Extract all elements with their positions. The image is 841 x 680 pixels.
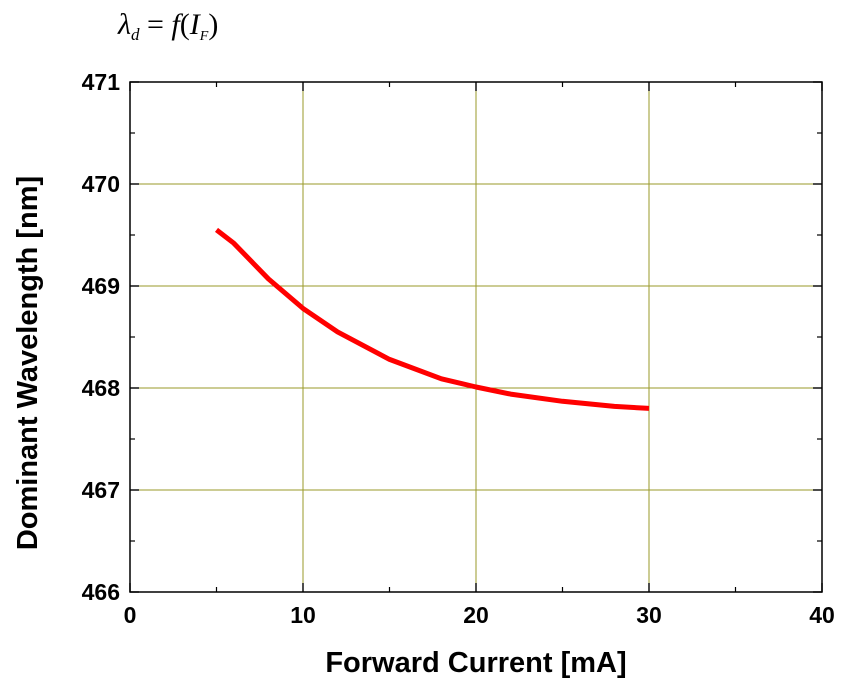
plot-frame [129, 81, 823, 593]
formula-lambda-sub: d [131, 25, 140, 44]
formula: λd = f(IF) [118, 8, 218, 45]
y-tick-label-470: 470 [82, 171, 120, 197]
formula-rparen: ) [208, 8, 219, 41]
x-tick-label-10: 10 [290, 602, 316, 628]
series-group [214, 227, 650, 411]
y-axis-label: Dominant Wavelength [nm] [12, 176, 44, 550]
grid [130, 82, 822, 592]
x-axis-label: Forward Current [mA] [325, 647, 626, 679]
formula-equals: = [147, 8, 164, 41]
x-tick-label-40: 40 [809, 602, 835, 628]
x-tick-label-0: 0 [124, 602, 137, 628]
series-line-0 [214, 227, 650, 411]
y-tick-label-467: 467 [82, 477, 120, 503]
x-tick-label-30: 30 [636, 602, 662, 628]
formula-func: f [171, 8, 180, 41]
formula-var: I [189, 8, 200, 41]
x-tick-label-20: 20 [463, 602, 489, 628]
formula-var-sub: F [199, 29, 209, 44]
x-tick-labels: 0 10 20 30 40 [124, 602, 835, 628]
y-tick-labels: 466 467 468 469 470 471 [82, 69, 121, 605]
y-tick-label-471: 471 [82, 69, 121, 95]
y-tick-label-469: 469 [82, 273, 120, 299]
formula-lparen: ( [179, 8, 190, 41]
minor-ticks [130, 82, 822, 592]
y-tick-label-468: 468 [82, 375, 121, 401]
formula-lambda: λ [118, 8, 131, 41]
y-tick-label-466: 466 [82, 579, 120, 605]
